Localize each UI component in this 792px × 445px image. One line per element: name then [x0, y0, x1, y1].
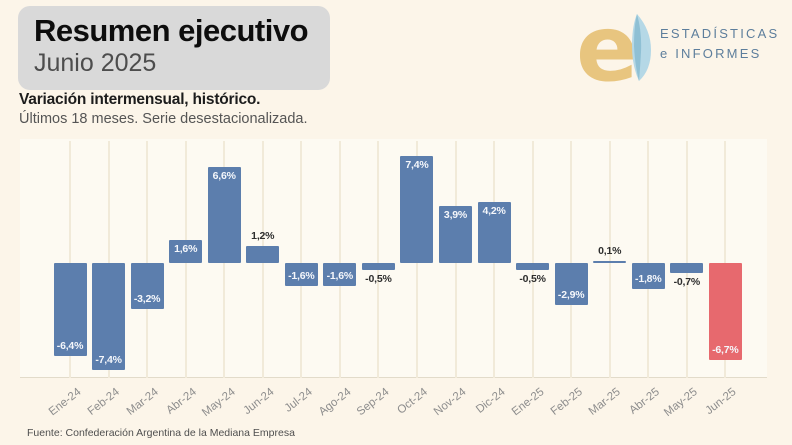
bar-value-label: -0,5%	[519, 273, 546, 286]
svg-text:e: e	[580, 8, 638, 86]
logo-text: ESTADÍSTICAS e INFORMES	[660, 24, 779, 64]
bar-value-label: -3,2%	[133, 293, 161, 306]
x-axis-label: Nov-24	[432, 386, 469, 419]
bar-value-label: -0,5%	[365, 273, 392, 286]
x-axis-label: Ene-24	[46, 386, 84, 419]
bar-May-24	[207, 167, 241, 263]
page-subtitle: Junio 2025	[34, 49, 157, 78]
bar-Ago-24	[323, 263, 357, 287]
gridline	[69, 141, 71, 378]
gridline	[570, 141, 573, 378]
bar-Dic-24	[477, 202, 511, 263]
x-axis-label: Mar-25	[586, 386, 624, 418]
gridline	[608, 141, 611, 378]
x-axis-label: Feb-24	[85, 386, 122, 418]
bar-Mar-24	[130, 263, 164, 310]
bar-Oct-24	[400, 155, 434, 263]
bar-value-label: -1,6%	[326, 270, 354, 283]
bar-value-label: -0,7%	[673, 276, 701, 289]
gridline	[724, 141, 727, 378]
title-box: Resumen ejecutivo Junio 2025	[18, 6, 331, 90]
x-axis-label: Feb-25	[548, 386, 585, 418]
gridline	[377, 141, 380, 378]
page-title: Resumen ejecutivo	[34, 13, 309, 48]
gridline	[146, 141, 149, 378]
bar-Jun-24	[246, 245, 280, 263]
x-axis-label: Ene-25	[509, 386, 546, 419]
bar-Abr-24	[169, 239, 203, 263]
bar-value-label: -6,4%	[56, 339, 84, 352]
logo: e ESTADÍSTICAS e INFORMES	[580, 8, 779, 86]
bar-value-label: -7,4%	[95, 354, 122, 367]
bar-May-25	[670, 263, 704, 274]
gridline	[531, 141, 534, 378]
x-axis-label: May-24	[199, 386, 238, 420]
bar-Nov-24	[439, 206, 472, 263]
bar-value-label: 7,4%	[405, 158, 429, 171]
bar-value-label: 1,6%	[174, 242, 198, 255]
gridline	[107, 141, 110, 378]
logo-line-2: e INFORMES	[660, 46, 762, 62]
x-axis-label: Sep-24	[355, 386, 392, 419]
source-note: Fuente: Confederación Argentina de la Me…	[27, 427, 295, 439]
bar-value-label: 4,2%	[482, 205, 506, 218]
logo-line-1: ESTADÍSTICAS	[660, 26, 780, 41]
bar-chart: -6,4% Ene-24 -7,4% Feb-24 -3,2% Mar-24 1,6% Abr…	[20, 139, 767, 419]
x-axis-label: Dic-24	[473, 386, 508, 416]
bar-Jun-25	[708, 263, 742, 361]
gridline	[300, 141, 303, 378]
x-axis-label: Ago-24	[316, 386, 354, 419]
bar-Feb-25	[554, 263, 588, 306]
bar-value-label: -6,7%	[712, 344, 739, 357]
bar-Abr-25	[631, 263, 665, 290]
x-axis-label: May-25	[662, 386, 701, 420]
bar-Mar-25	[593, 261, 627, 263]
bar-value-label: -2,9%	[557, 289, 585, 302]
chart-subtitle: Últimos 18 meses. Serie desestacionaliza…	[19, 111, 308, 127]
x-axis-label: Mar-24	[124, 386, 161, 418]
bar-value-label: -1,8%	[635, 273, 662, 286]
x-axis-label: Abr-25	[627, 386, 662, 417]
bar-Ene-24	[53, 263, 87, 356]
bar-Ene-25	[516, 263, 550, 271]
gridline	[647, 141, 650, 378]
chart-heading: Variación intermensual, histórico. Últim…	[19, 91, 308, 127]
bar-value-label: 6,6%	[212, 170, 236, 183]
x-axis-label: Oct-24	[395, 386, 431, 417]
bar-Sep-24	[361, 263, 395, 271]
x-axis-label: Jul-24	[282, 386, 315, 415]
bar-Feb-24	[92, 263, 126, 371]
bar-value-label: 1,2%	[251, 229, 275, 242]
ei-logo-icon: e	[580, 8, 651, 86]
bar-Jul-24	[284, 263, 318, 287]
gridline	[338, 141, 341, 378]
bar-value-label: 3,9%	[443, 209, 468, 222]
x-axis-label: Jun-24	[241, 386, 277, 418]
bar-value-label: -1,6%	[288, 270, 315, 283]
x-axis-label: Abr-24	[164, 386, 200, 417]
x-axis-line	[20, 377, 767, 378]
bar-value-label: 0,1%	[598, 245, 622, 257]
x-axis-label: Jun-25	[703, 386, 739, 418]
chart-title: Variación intermensual, histórico.	[19, 91, 261, 108]
gridline	[685, 141, 688, 378]
